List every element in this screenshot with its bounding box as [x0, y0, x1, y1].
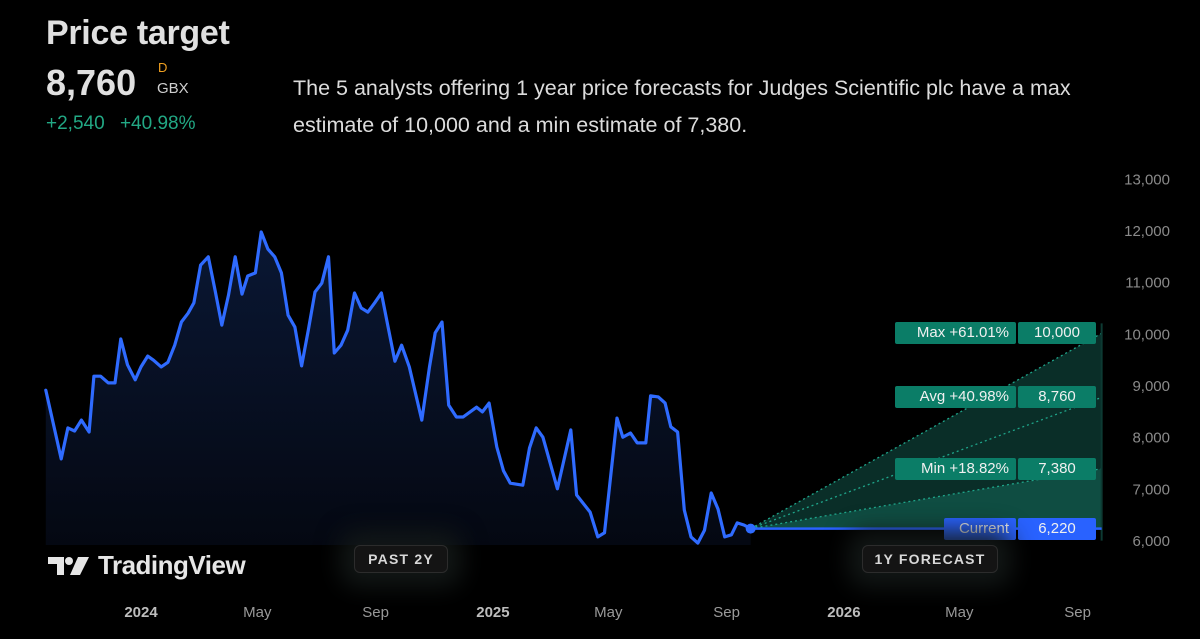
- y-tick-label: 10,000: [1124, 326, 1170, 343]
- tradingview-logo[interactable]: TradingView: [48, 550, 246, 581]
- x-tick-label: 2024: [124, 604, 158, 621]
- current-value-tag: 6,220: [1018, 517, 1096, 540]
- tradingview-logo-icon: [48, 556, 89, 575]
- tradingview-logo-text: TradingView: [98, 550, 246, 580]
- max-value-tag: 10,000: [1018, 322, 1096, 345]
- max-label-tag: Max +61.01%: [895, 322, 1016, 345]
- avg-value-tag: 8,760: [1018, 386, 1096, 409]
- x-tick-label: Sep: [713, 604, 740, 621]
- price-target-value: 8,760: [46, 62, 137, 103]
- y-tick-label: 11,000: [1125, 275, 1170, 292]
- y-tick-label: 6,000: [1132, 533, 1170, 550]
- page-title: Price target: [46, 14, 230, 52]
- 1y-forecast-pill[interactable]: 1Y FORECAST: [862, 545, 998, 573]
- forecast-max-line: [750, 332, 1102, 530]
- current-price-marker: [745, 523, 756, 534]
- avg-label-tag: Avg +40.98%: [895, 386, 1016, 409]
- change-absolute: +2,540: [46, 113, 105, 134]
- x-tick-label: 2026: [827, 604, 860, 621]
- y-tick-label: 7,000: [1132, 481, 1170, 498]
- x-tick-label: May: [945, 604, 974, 621]
- currency-label: GBX: [157, 80, 189, 97]
- y-tick-label: 9,000: [1132, 378, 1170, 395]
- price-line: [44, 230, 753, 545]
- y-tick-label: 12,000: [1124, 223, 1170, 240]
- x-tick-label: Sep: [362, 604, 389, 621]
- x-tick-label: 2025: [476, 604, 509, 621]
- x-tick-label: May: [243, 604, 272, 621]
- forecast-summary: The 5 analysts offering 1 year price for…: [293, 76, 1071, 137]
- min-label-tag: Min +18.82%: [895, 457, 1016, 480]
- delayed-flag: D: [158, 60, 168, 75]
- price-change: +2,540 +40.98%: [46, 113, 205, 135]
- price-area: [45, 232, 751, 545]
- forecast-range-min-current: [750, 468, 1102, 529]
- x-tick-label: May: [594, 604, 623, 621]
- change-percent: +40.98%: [119, 113, 196, 134]
- y-tick-label: 13,000: [1124, 171, 1170, 188]
- current-label-tag: Current: [944, 517, 1016, 540]
- y-tick-label: 8,000: [1132, 430, 1170, 447]
- past-2y-pill[interactable]: PAST 2Y: [354, 545, 448, 573]
- x-tick-label: Sep: [1064, 604, 1091, 621]
- min-value-tag: 7,380: [1018, 457, 1096, 480]
